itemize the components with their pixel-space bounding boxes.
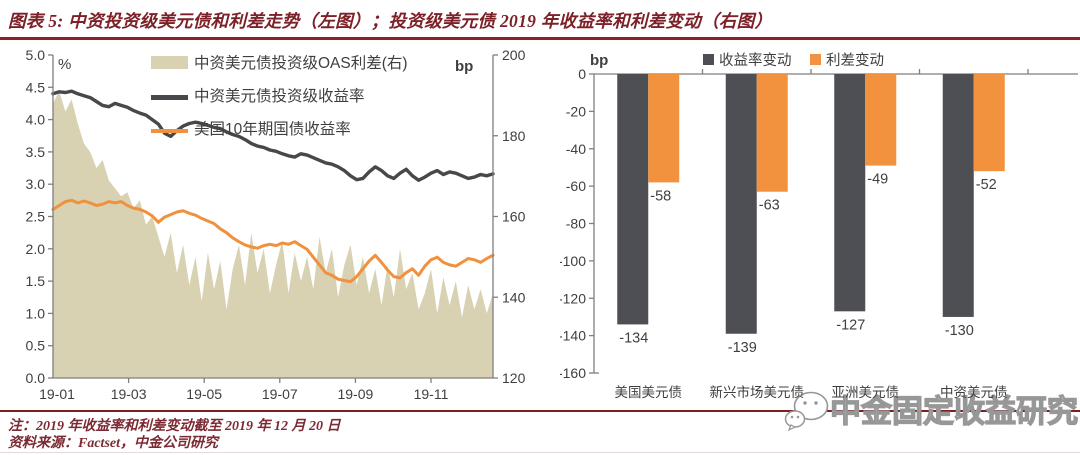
left-axis-unit: % [58, 56, 71, 73]
bar-label-yield-3: -130 [945, 323, 974, 339]
category-label-3: 中资美元债 [940, 385, 1008, 400]
line-series-2 [51, 198, 495, 284]
right-legend-label-1: 利差变动 [826, 52, 884, 69]
svg-text:180: 180 [502, 128, 526, 144]
left-chart-plot [51, 89, 495, 379]
left-chart-axes [48, 54, 498, 383]
svg-text:2.5: 2.5 [26, 209, 46, 225]
bar-label-spread-3: -52 [976, 177, 997, 193]
right-chart-legend: 收益率变动 利差变动 [703, 52, 884, 69]
bar-yield-0 [617, 74, 649, 325]
svg-text:3.5: 3.5 [26, 144, 46, 160]
right-legend-swatch-1 [810, 54, 821, 65]
bar-label-yield-0: -134 [619, 330, 648, 346]
bar-spread-1 [756, 74, 788, 192]
svg-text:140: 140 [502, 289, 526, 305]
right-bar-chart: 0 -20 -40 -60 -80 -100 -120 -140 -160 bp -134 -58 美国… [560, 52, 1078, 400]
svg-text:-80: -80 [566, 216, 586, 232]
area-series-0 [53, 91, 493, 379]
watermark-text: 中金固定收益研究 [829, 393, 1078, 429]
svg-text:200: 200 [502, 47, 526, 63]
bar-spread-0 [648, 74, 680, 183]
bar-label-yield-2: -127 [836, 317, 865, 333]
figure-title: 图表 5: 中资投资级美元债和利差走势（左图）；投资级美元债 2019 年收益率… [8, 11, 773, 31]
svg-text:-120: -120 [560, 290, 586, 306]
bar-spread-3 [973, 74, 1005, 172]
svg-text:-100: -100 [560, 253, 586, 269]
watermark: 中金固定收益研究 [784, 390, 1079, 434]
right-legend-label-0: 收益率变动 [719, 52, 792, 69]
svg-text:120: 120 [502, 370, 526, 386]
svg-text:-140: -140 [560, 328, 586, 344]
svg-text:160: 160 [502, 209, 526, 225]
figure-source: 资料来源：Factset，中金公司研究 [8, 436, 218, 451]
right-axis-unit: bp [590, 52, 608, 69]
legend-label-2: 美国10年期国债收益率 [194, 120, 351, 138]
svg-text:2.0: 2.0 [26, 241, 46, 257]
left-line-chart: 0.0 0.5 1.0 1.5 2.0 2.5 3.0 3.5 4.0 4.5 5.0 120 140 1… [26, 47, 526, 402]
bar-spread-2 [865, 74, 897, 166]
bar-yield-2 [834, 74, 866, 312]
svg-text:-20: -20 [566, 103, 586, 119]
title-rule [0, 37, 1080, 40]
line-series-1 [51, 89, 495, 183]
svg-text:4.0: 4.0 [26, 112, 46, 128]
svg-text:-40: -40 [566, 141, 586, 157]
svg-text:-60: -60 [566, 178, 586, 194]
wechat-icon [784, 391, 829, 432]
category-label-1: 新兴市场美元债 [710, 384, 805, 400]
legend-swatch-0 [151, 56, 188, 69]
legend-label-1: 中资美元债投资级收益率 [194, 87, 365, 105]
svg-text:4.5: 4.5 [26, 79, 46, 95]
right-axis-unit: bp [455, 58, 473, 75]
svg-text:1.0: 1.0 [26, 305, 46, 321]
bar-label-spread-0: -58 [650, 188, 671, 204]
svg-text:0.0: 0.0 [26, 370, 46, 386]
legend-swatch-1 [151, 95, 188, 100]
svg-text:0: 0 [578, 66, 586, 82]
left-chart-axis-labels: 0.0 0.5 1.0 1.5 2.0 2.5 3.0 3.5 4.0 4.5 5.0 120 140 1… [26, 47, 526, 402]
right-chart-axis-labels: 0 -20 -40 -60 -80 -100 -120 -140 -160 bp [560, 52, 608, 381]
svg-text:19-05: 19-05 [186, 386, 222, 402]
bar-label-spread-1: -63 [759, 198, 780, 214]
svg-text:0.5: 0.5 [26, 338, 46, 354]
category-label-0: 美国美元债 [615, 385, 683, 400]
figure-note: 注：2019 年收益率和利差变动截至 2019 年 12 月 20 日 [8, 419, 341, 434]
svg-text:19-09: 19-09 [337, 386, 373, 402]
svg-text:3.0: 3.0 [26, 176, 46, 192]
svg-text:19-01: 19-01 [39, 386, 75, 402]
category-label-2: 亚洲美元债 [832, 385, 900, 400]
svg-text:19-11: 19-11 [414, 386, 449, 402]
legend-swatch-2 [151, 129, 188, 133]
bar-yield-1 [725, 74, 757, 334]
svg-text:19-03: 19-03 [111, 386, 147, 402]
bar-yield-3 [942, 74, 974, 317]
legend-label-0: 中资美元债投资级OAS利差(右) [194, 54, 408, 72]
svg-text:-160: -160 [560, 365, 586, 381]
svg-text:1.5: 1.5 [26, 273, 46, 289]
svg-text:5.0: 5.0 [26, 47, 46, 63]
bottom-rule [0, 452, 1080, 453]
bar-label-spread-2: -49 [867, 172, 888, 188]
right-chart-bars: -134 -58 美国美元债 -139 -63 新兴市场美元债 -127 -49 亚洲美元债 -1… [615, 74, 1008, 400]
section-separator [0, 410, 1080, 412]
bar-label-yield-1: -139 [728, 340, 757, 356]
right-legend-swatch-0 [703, 54, 714, 65]
svg-text:19-07: 19-07 [262, 386, 298, 402]
